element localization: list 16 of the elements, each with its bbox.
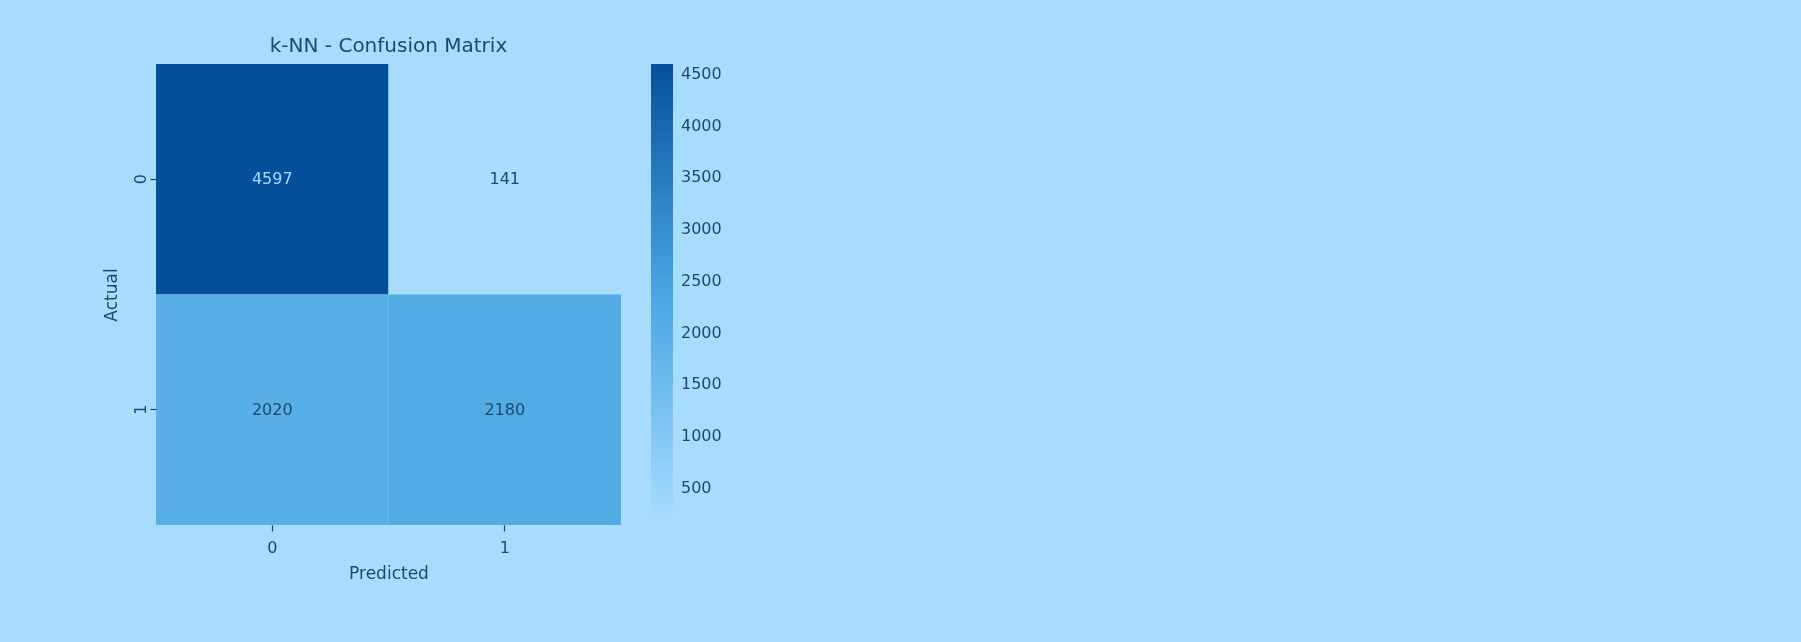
color-bar-label: 2000 bbox=[681, 322, 722, 342]
y-axis-title: Actual bbox=[100, 268, 121, 322]
color-bar-label: 4500 bbox=[681, 64, 722, 84]
color-bar-label: 500 bbox=[681, 477, 712, 497]
data-label: 2180 bbox=[484, 399, 526, 419]
data-label: 141 bbox=[489, 169, 521, 189]
data-label: 4597 bbox=[251, 169, 293, 189]
color-bar-label: 1500 bbox=[681, 374, 722, 394]
color-bar-label: 4000 bbox=[681, 115, 722, 135]
color-bar-label: 2500 bbox=[681, 270, 722, 290]
x-axis-title: Predicted bbox=[349, 562, 429, 583]
color-bar-label: 3000 bbox=[681, 219, 722, 239]
color-bar-label: 1000 bbox=[681, 426, 722, 446]
color-bar-label: 3500 bbox=[681, 167, 722, 187]
chart-title: k-NN - Confusion Matrix bbox=[269, 33, 508, 57]
data-label: 2020 bbox=[251, 399, 293, 419]
